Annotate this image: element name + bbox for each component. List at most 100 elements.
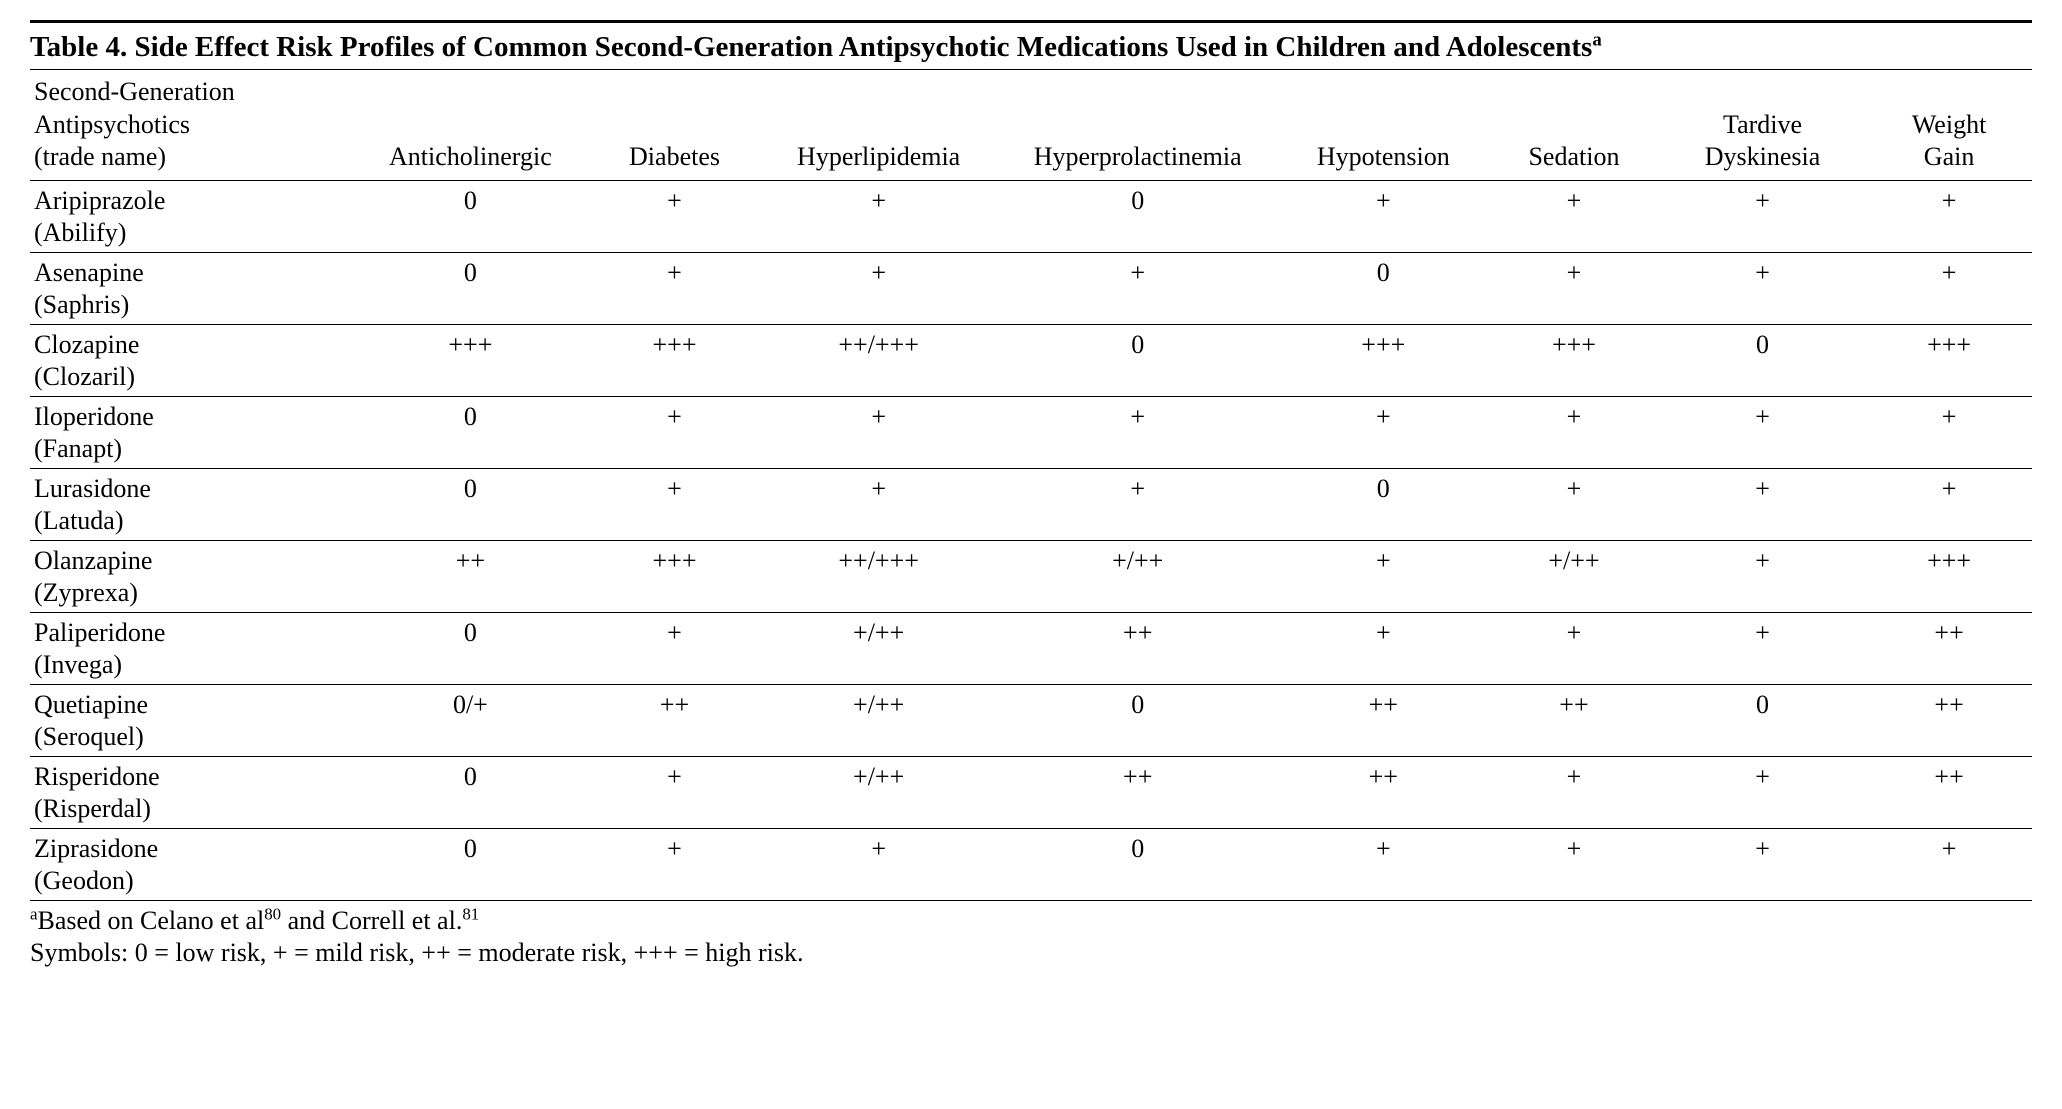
footnote-sup: a — [30, 904, 38, 923]
footnote-text-before: Based on Celano et al — [38, 906, 265, 935]
header-row: Second-Generation Antipsychotics (trade … — [30, 70, 2032, 180]
risk-cell: ++ — [1489, 684, 1659, 756]
drug-name: Lurasidone — [34, 473, 347, 506]
table-row: Aripiprazole(Abilify)0++0++++ — [30, 180, 2032, 252]
risk-cell: + — [1659, 468, 1866, 540]
trade-name: (Geodon) — [34, 865, 347, 898]
col-header-drug-line3: (trade name) — [34, 142, 166, 171]
drug-cell: Quetiapine(Seroquel) — [30, 684, 351, 756]
col-header-drug-line2: Antipsychotics — [34, 110, 190, 139]
drug-name: Risperidone — [34, 761, 347, 794]
footnote-text-mid: and Correll et al. — [281, 906, 462, 935]
risk-cell: ++ — [1866, 684, 2032, 756]
risk-cell: 0 — [998, 324, 1278, 396]
drug-name: Quetiapine — [34, 689, 347, 722]
col-header-diabetes: Diabetes — [590, 70, 760, 180]
risk-cell: + — [998, 468, 1278, 540]
risk-cell: 0/+ — [351, 684, 589, 756]
risk-cell: +++ — [351, 324, 589, 396]
col-header-drug: Second-Generation Antipsychotics (trade … — [30, 70, 351, 180]
col-header-hyperprolactinemia: Hyperprolactinemia — [998, 70, 1278, 180]
col-header-anticholinergic: Anticholinergic — [351, 70, 589, 180]
risk-cell: + — [1659, 180, 1866, 252]
drug-name: Paliperidone — [34, 617, 347, 650]
trade-name: (Abilify) — [34, 217, 347, 250]
risk-cell: + — [1866, 252, 2032, 324]
trade-name: (Zyprexa) — [34, 577, 347, 610]
trade-name: (Clozaril) — [34, 361, 347, 394]
risk-cell: + — [998, 252, 1278, 324]
risk-cell: + — [1489, 252, 1659, 324]
risk-cell: + — [1489, 756, 1659, 828]
drug-cell: Iloperidone(Fanapt) — [30, 396, 351, 468]
risk-cell: + — [998, 396, 1278, 468]
table-row: Olanzapine(Zyprexa)+++++++/++++/++++/+++… — [30, 540, 2032, 612]
table-row: Clozapine(Clozaril)++++++++/+++0++++++0+… — [30, 324, 2032, 396]
footnote-ref2: 81 — [462, 904, 479, 923]
risk-cell: ++ — [1866, 612, 2032, 684]
risk-cell: + — [1278, 612, 1489, 684]
risk-cell: ++ — [1278, 684, 1489, 756]
trade-name: (Fanapt) — [34, 433, 347, 466]
trade-name: (Risperdal) — [34, 793, 347, 826]
risk-cell: +++ — [1489, 324, 1659, 396]
risk-cell: 0 — [351, 756, 589, 828]
table-title-sup: a — [1592, 29, 1601, 50]
table-row: Risperidone(Risperdal)0++/++++++++++ — [30, 756, 2032, 828]
risk-cell: + — [1659, 252, 1866, 324]
drug-name: Clozapine — [34, 329, 347, 362]
risk-cell: 0 — [1659, 324, 1866, 396]
drug-name: Olanzapine — [34, 545, 347, 578]
risk-cell: + — [1659, 756, 1866, 828]
col-header-hyperlipidemia: Hyperlipidemia — [759, 70, 997, 180]
risk-cell: + — [590, 612, 760, 684]
trade-name: (Latuda) — [34, 505, 347, 538]
footnote-ref1: 80 — [264, 904, 281, 923]
risk-cell: 0 — [351, 612, 589, 684]
risk-cell: ++ — [590, 684, 760, 756]
risk-cell: + — [590, 252, 760, 324]
drug-cell: Risperidone(Risperdal) — [30, 756, 351, 828]
table-4-wrapper: Table 4. Side Effect Risk Profiles of Co… — [30, 20, 2032, 970]
table-footnote: aBased on Celano et al80 and Correll et … — [30, 901, 2032, 970]
risk-cell: + — [1489, 396, 1659, 468]
risk-cell: + — [1866, 828, 2032, 900]
risk-cell: 0 — [998, 684, 1278, 756]
col-header-hypotension: Hypotension — [1278, 70, 1489, 180]
risk-cell: ++/+++ — [759, 324, 997, 396]
risk-cell: ++ — [351, 540, 589, 612]
drug-cell: Lurasidone(Latuda) — [30, 468, 351, 540]
col-header-weight-line1: Weight — [1912, 110, 1986, 139]
col-header-drug-line1: Second-Generation — [34, 77, 235, 106]
trade-name: (Seroquel) — [34, 721, 347, 754]
col-header-tardive-line2: Dyskinesia — [1705, 142, 1821, 171]
table-row: Paliperidone(Invega)0++/+++++++++ — [30, 612, 2032, 684]
drug-name: Iloperidone — [34, 401, 347, 434]
risk-cell: + — [1489, 828, 1659, 900]
risk-cell: ++ — [1278, 756, 1489, 828]
risk-cell: + — [1278, 828, 1489, 900]
risk-cell: +/++ — [759, 756, 997, 828]
risk-cell: 0 — [351, 252, 589, 324]
risk-cell: 0 — [998, 828, 1278, 900]
risk-cell: +++ — [1278, 324, 1489, 396]
risk-cell: +/++ — [998, 540, 1278, 612]
col-header-weight: Weight Gain — [1866, 70, 2032, 180]
risk-cell: ++ — [998, 756, 1278, 828]
risk-cell: +/++ — [759, 684, 997, 756]
drug-cell: Olanzapine(Zyprexa) — [30, 540, 351, 612]
col-header-tardive-line1: Tardive — [1723, 110, 1802, 139]
table-row: Ziprasidone(Geodon)0++0++++ — [30, 828, 2032, 900]
risk-cell: + — [1489, 468, 1659, 540]
risk-cell: 0 — [351, 468, 589, 540]
table-body: Aripiprazole(Abilify)0++0++++Asenapine(S… — [30, 180, 2032, 900]
risk-cell: ++ — [1866, 756, 2032, 828]
drug-cell: Asenapine(Saphris) — [30, 252, 351, 324]
side-effect-table: Second-Generation Antipsychotics (trade … — [30, 70, 2032, 901]
risk-cell: + — [1278, 540, 1489, 612]
risk-cell: +++ — [590, 324, 760, 396]
risk-cell: + — [1659, 828, 1866, 900]
risk-cell: 0 — [351, 180, 589, 252]
risk-cell: + — [590, 756, 760, 828]
risk-cell: + — [1866, 468, 2032, 540]
